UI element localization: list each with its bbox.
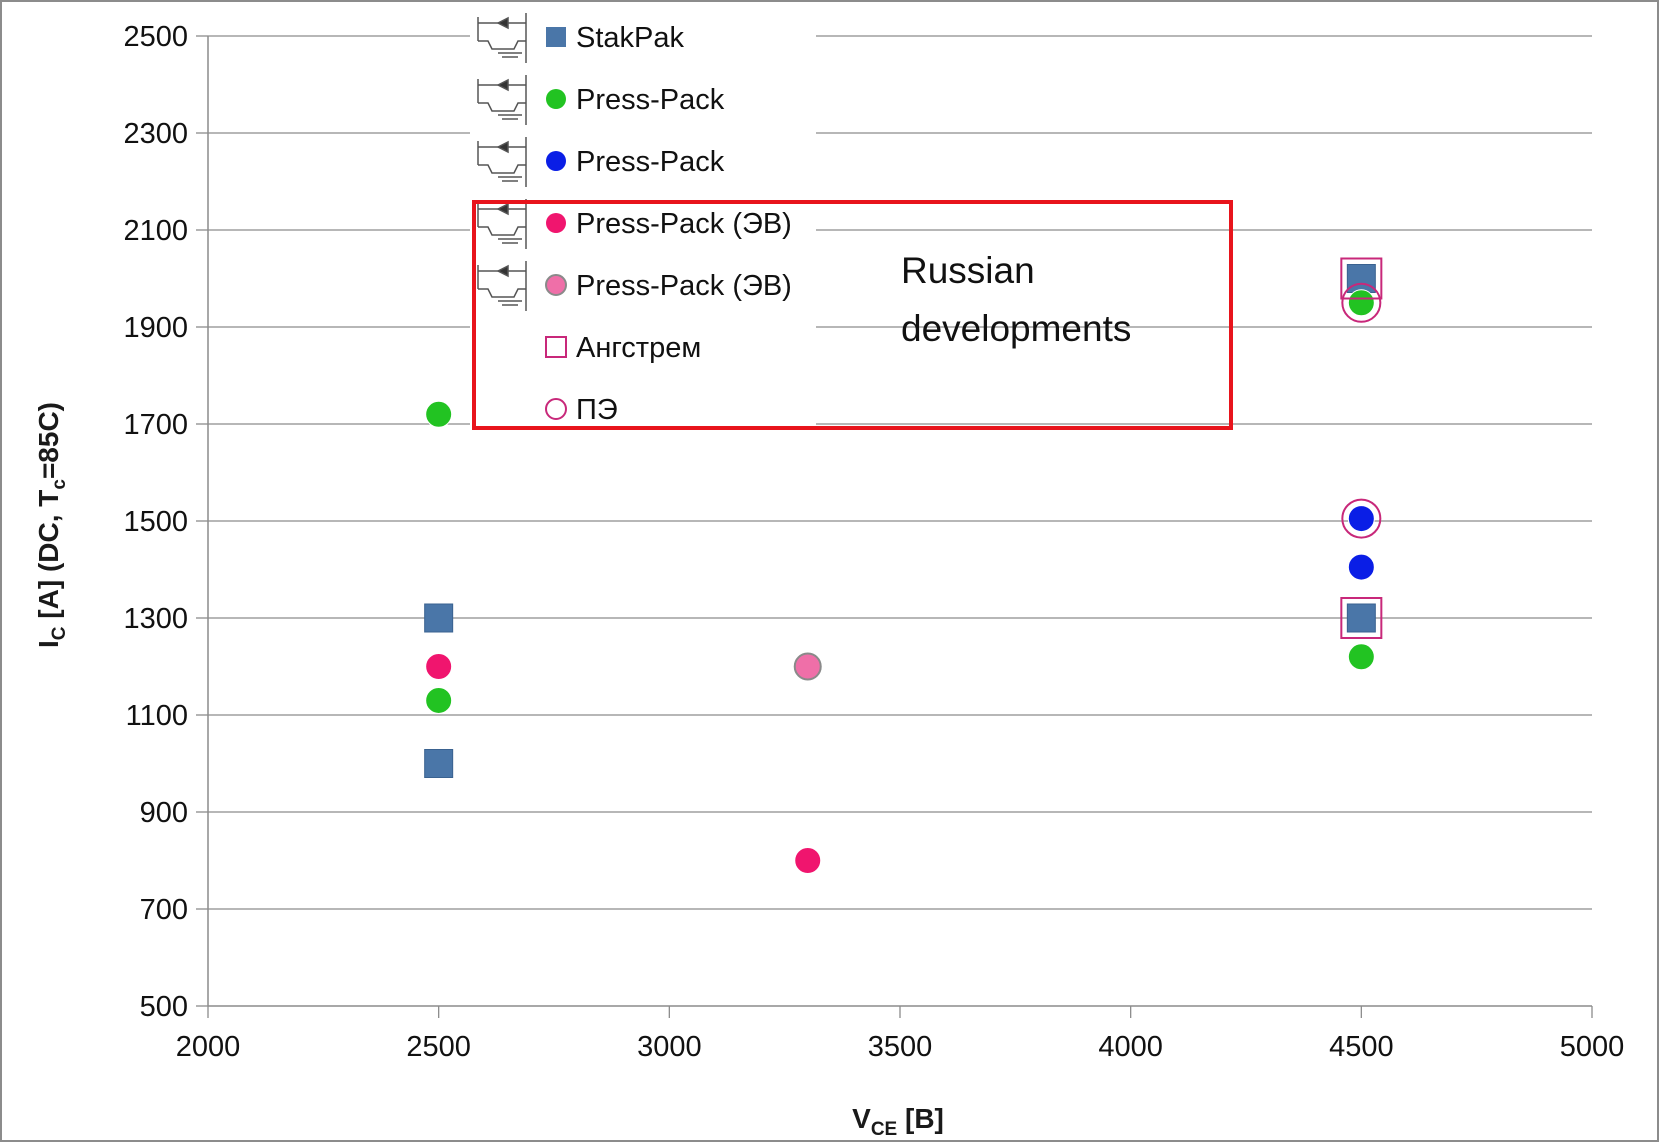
axes: [196, 35, 1593, 1018]
igbt-symbol-icon: [477, 199, 527, 249]
annotation-box: [472, 200, 1233, 430]
x-axis-title: VCE [B]: [852, 1103, 944, 1140]
legend-label: StakPak: [576, 22, 684, 54]
y-tick-label: 2100: [123, 215, 188, 247]
legend-label: Press-Pack (ЭВ): [576, 270, 792, 302]
legend-marker: [546, 213, 566, 233]
igbt-symbol-icon: [477, 261, 527, 311]
igbt-symbol-icon: [477, 137, 527, 187]
x-tick-label: 2500: [406, 1031, 471, 1063]
legend-marker: [546, 151, 566, 171]
annotation-line-2: developments: [901, 308, 1131, 349]
y-tick-label: 2300: [123, 118, 188, 150]
data-point: [425, 653, 453, 680]
legend-marker: [545, 336, 567, 358]
russian-developments-box: [472, 200, 1233, 430]
legend-label: Press-Pack: [576, 84, 725, 116]
legend-marker: [545, 274, 567, 296]
legend: StakPak Press-Pack Press-Pack Press-Pack (Э…: [470, 8, 816, 430]
x-axis-title-sub: CE: [871, 1119, 897, 1140]
data-point: [1347, 289, 1375, 317]
x-tick-label: 4000: [1098, 1031, 1163, 1063]
data-points: [424, 257, 1383, 874]
x-tick-label: 2000: [176, 1031, 241, 1063]
y-axis-title-p2: [A] (DC, T: [33, 490, 64, 627]
y-axis-title: IC [A] (DC, Tc=85C): [33, 402, 70, 648]
y-tick-label: 1300: [123, 603, 188, 635]
data-point: [1341, 498, 1382, 539]
y-axis-title-s1: C: [49, 626, 70, 640]
igbt-symbol-line: [478, 288, 526, 298]
legend-label: Ангстрем: [576, 332, 701, 364]
data-point: [1346, 603, 1376, 633]
x-tick-label: 4500: [1329, 1031, 1394, 1063]
legend-marker: [546, 27, 566, 47]
legend-background: [470, 8, 816, 430]
y-tick-label: 500: [140, 991, 188, 1023]
igbt-symbol-arrow: [496, 16, 509, 30]
igbt-symbol-arrow: [496, 264, 509, 278]
igbt-symbol-icon: [477, 75, 527, 125]
y-tick-label: 700: [140, 894, 188, 926]
legend-marker: [545, 398, 567, 420]
igbt-symbol-line: [478, 40, 526, 50]
data-point: [1346, 264, 1376, 293]
y-tick-label: 900: [140, 797, 188, 829]
legend-label: Press-Pack (ЭВ): [576, 208, 792, 240]
y-tick-label: 1500: [123, 506, 188, 538]
y-axis-title-p3: =85C): [33, 402, 64, 479]
y-axis-title-p1: I: [33, 640, 64, 648]
legend-marker: [546, 89, 566, 109]
igbt-symbol-line: [478, 102, 526, 112]
y-tick-label: 2500: [123, 21, 188, 53]
igbt-symbol-icon: [477, 13, 527, 63]
data-point: [1341, 282, 1382, 323]
tick-labels: 500 700 900 1100 1300 1500 1700 1900 2100 2300 250…: [123, 21, 1624, 1063]
igbt-symbol-arrow: [496, 140, 509, 154]
data-point: [1340, 257, 1383, 300]
legend-label: ПЭ: [576, 394, 618, 426]
data-point: [1340, 597, 1383, 639]
igbt-symbol-line: [478, 226, 526, 236]
data-point: [794, 847, 822, 874]
y-tick-label: 1900: [123, 312, 188, 344]
x-tick-label: 5000: [1560, 1031, 1625, 1063]
y-tick-label: 1700: [123, 409, 188, 441]
igbt-symbol-arrow: [496, 202, 509, 216]
igbt-symbol-arrow: [496, 78, 509, 92]
annotation-line-1: Russian: [901, 250, 1035, 291]
data-point: [425, 686, 453, 714]
data-point: [424, 603, 454, 633]
x-tick-label: 3000: [637, 1031, 702, 1063]
data-point: [1347, 505, 1375, 533]
x-axis-title-rest: [B]: [897, 1103, 944, 1134]
data-point: [424, 749, 454, 778]
data-point: [1347, 553, 1375, 581]
x-axis-title-main: V: [852, 1103, 871, 1134]
x-tick-label: 3500: [868, 1031, 933, 1063]
legend-label: Press-Pack: [576, 146, 725, 178]
data-point: [425, 400, 453, 428]
igbt-symbol-line: [478, 164, 526, 174]
y-tick-label: 1100: [126, 700, 188, 732]
data-point: [793, 652, 822, 681]
y-axis-title-s2: c: [49, 479, 70, 490]
data-point: [1347, 643, 1375, 671]
